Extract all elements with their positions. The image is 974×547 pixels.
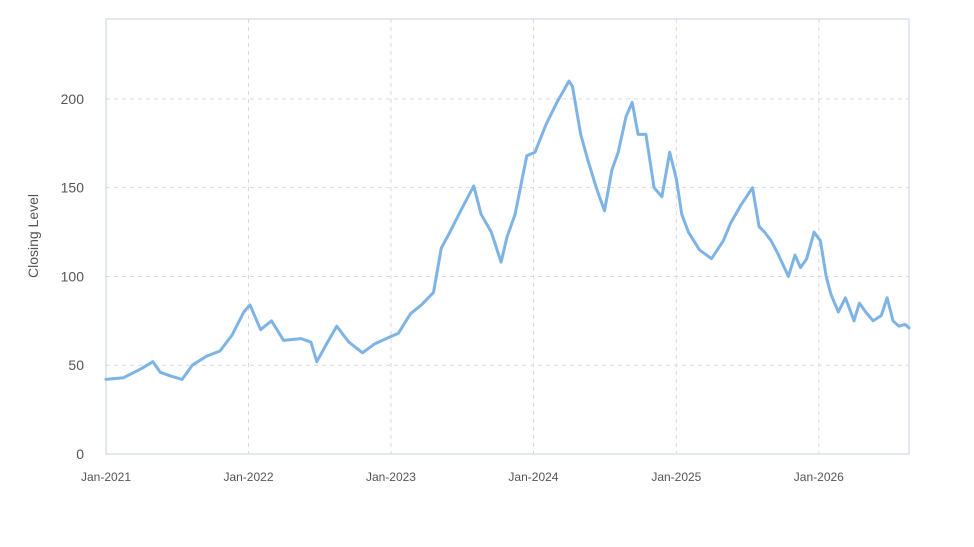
y-tick-label: 100	[61, 268, 85, 284]
series-line	[104, 79, 911, 381]
plot-area-frame	[105, 18, 910, 455]
y-tick-label: 50	[68, 357, 84, 373]
x-tick-label: Jan-2026	[794, 470, 844, 484]
series-layer	[104, 79, 911, 381]
grid-lines	[106, 19, 909, 454]
x-tick-label: Jan-2021	[81, 470, 131, 484]
x-tick-label: Jan-2022	[223, 470, 273, 484]
x-tick-label: Jan-2023	[366, 470, 416, 484]
y-tick-label: 150	[61, 180, 85, 196]
x-tick-label: Jan-2024	[508, 470, 558, 484]
y-tick-label: 0	[76, 446, 84, 462]
y-axis-title: Closing Level	[25, 194, 41, 278]
x-tick-label: Jan-2025	[651, 470, 701, 484]
y-axis-ticks: 0 50 100 150 200	[61, 91, 85, 462]
y-tick-label: 200	[61, 91, 85, 107]
x-axis-ticks: Jan-2021 Jan-2022 Jan-2023 Jan-2024 Jan-2025…	[81, 470, 844, 484]
